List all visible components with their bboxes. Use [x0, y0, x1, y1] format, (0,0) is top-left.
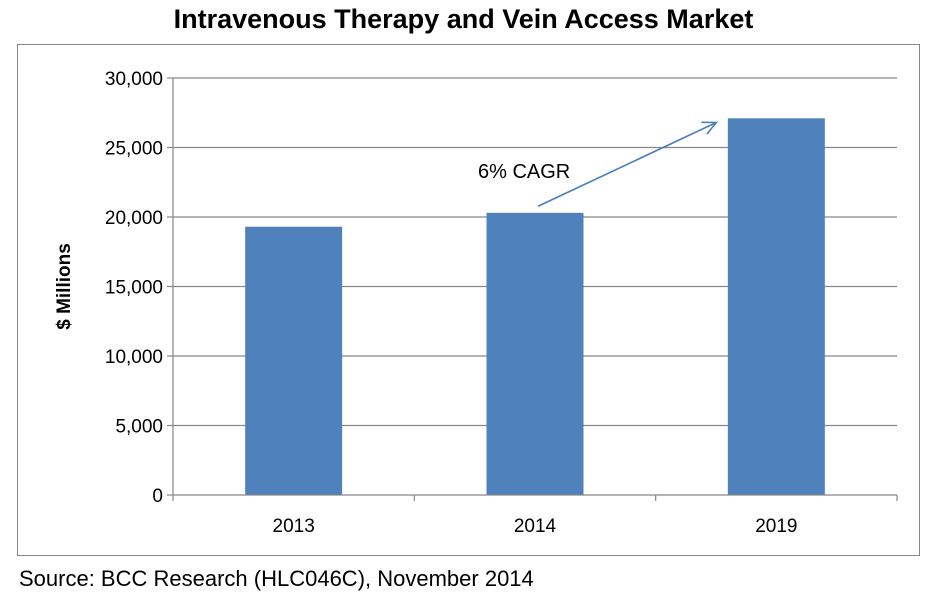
y-axis-title: $ Millions: [54, 243, 75, 330]
x-tick-label: 2019: [755, 516, 797, 537]
x-tick-label: 2013: [273, 516, 315, 537]
y-tick-label: 30,000: [105, 69, 163, 90]
bar-2019: [727, 118, 825, 495]
bar-2014: [486, 212, 584, 495]
x-tick-label: 2014: [514, 516, 557, 537]
chart-frame: [17, 44, 920, 556]
cagr-annotation: 6% CAGR: [478, 161, 570, 183]
cagr-arrowhead-icon: [701, 121, 718, 135]
y-tick-label: 20,000: [105, 208, 163, 229]
y-tick-label: 15,000: [105, 278, 163, 299]
y-tick-label: 10,000: [105, 347, 163, 368]
bar-2013: [245, 226, 343, 496]
y-tick-label: 25,000: [105, 139, 163, 160]
chart-title: Intravenous Therapy and Vein Access Mark…: [173, 4, 754, 34]
cagr-arrow-line: [537, 121, 717, 207]
source-note: Source: BCC Research (HLC046C), November…: [19, 566, 534, 591]
y-tick-label: 0: [152, 486, 163, 507]
y-tick-label: 5,000: [115, 417, 163, 438]
